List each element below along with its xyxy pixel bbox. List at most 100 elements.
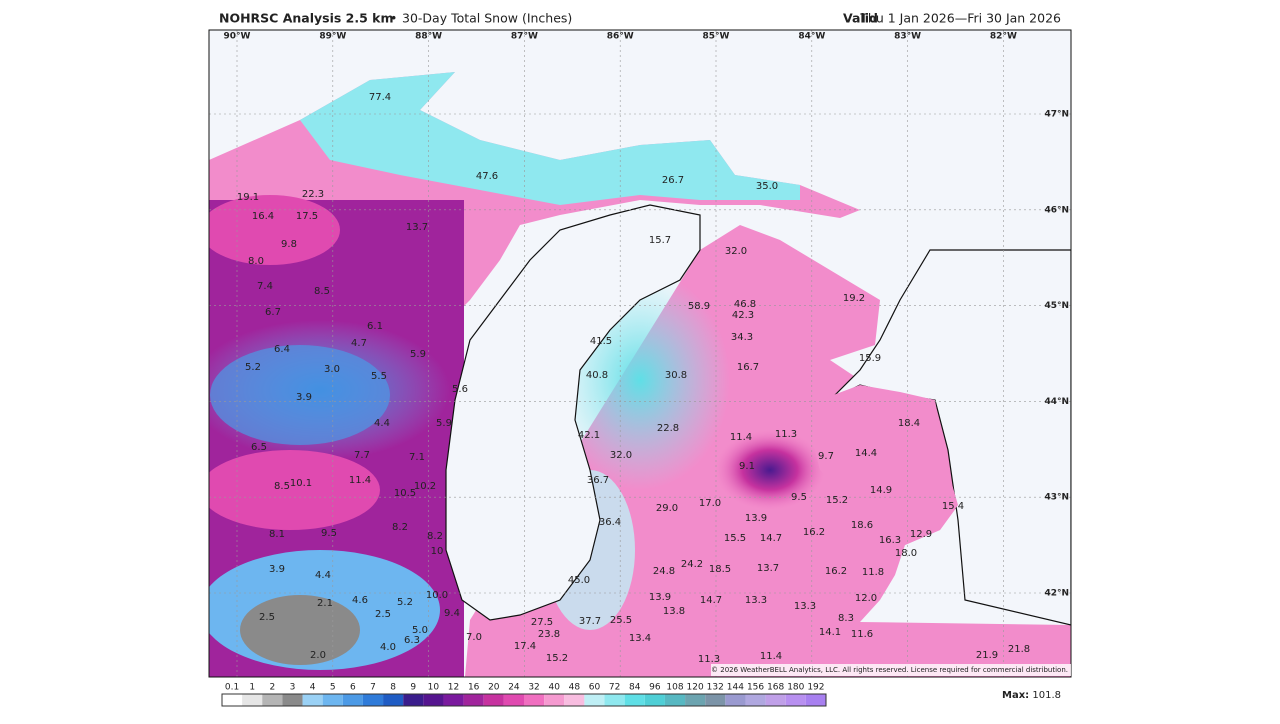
station-values: 77.4 47.6 26.7 35.0 19.1 22.3 16.4 17.5 13.7 15.7… [237, 92, 1030, 665]
valid-label: Valid [843, 11, 878, 26]
colorbar-frame [221, 693, 827, 707]
longitude-label: 83°W [894, 32, 921, 42]
station-value: 21.9 [976, 650, 998, 661]
station-value: 19.1 [237, 192, 259, 203]
colorbar-swatch [362, 694, 384, 706]
station-value: 18.5 [709, 564, 731, 575]
station-value: 8.2 [427, 531, 443, 542]
station-value: 18.4 [898, 418, 920, 429]
station-value: 8.2 [392, 522, 408, 533]
longitude-label: 88°W [415, 32, 442, 42]
station-value: 14.9 [870, 485, 892, 496]
station-value: 2.0 [310, 650, 326, 661]
station-value: 35.0 [756, 181, 778, 192]
station-value: 10.1 [290, 478, 312, 489]
station-value: 30.8 [665, 370, 687, 381]
station-value: 9.1 [739, 461, 755, 472]
colorbar-label: 192 [807, 683, 824, 693]
colorbar-label: 0.1 [225, 683, 239, 693]
colorbar-swatch [242, 694, 263, 706]
station-value: 36.7 [587, 475, 609, 486]
colorbar-label: 156 [747, 683, 764, 693]
station-value: 7.1 [409, 452, 425, 463]
station-value: 4.0 [380, 642, 396, 653]
station-value: 2.1 [317, 598, 333, 609]
latitude-label: 47°N [1044, 110, 1069, 120]
map: 90°W 89°W 88°W 87°W 86°W 85°W 84°W 83°W 82°W 47°N… [209, 30, 1071, 677]
station-value: 10 [431, 546, 444, 557]
colorbar-label: 144 [727, 683, 744, 693]
station-value: 11.3 [775, 429, 797, 440]
colorbar-swatch [725, 694, 746, 706]
station-value: 37.7 [579, 616, 601, 627]
station-value: 16.3 [879, 535, 901, 546]
colorbar-label: 60 [589, 683, 601, 693]
station-value: 14.1 [819, 627, 841, 638]
colorbar-label: 40 [548, 683, 560, 693]
lake-michigan [445, 204, 701, 621]
colorbar-swatch [644, 694, 665, 706]
station-value: 5.5 [371, 371, 387, 382]
station-value: 13.7 [406, 222, 428, 233]
thumb [810, 385, 958, 545]
station-value: 12.9 [910, 529, 932, 540]
longitude-label: 84°W [798, 32, 825, 42]
title: NOHRSC Analysis 2.5 km [219, 11, 394, 26]
colorbar-swatch [805, 694, 826, 706]
colorbar-swatch [544, 694, 565, 706]
colorbar-swatch [403, 694, 424, 706]
station-value: 17.0 [699, 498, 721, 509]
station-value: 27.5 [531, 617, 553, 628]
colorbar-label: 108 [666, 683, 683, 693]
station-value: 77.4 [369, 92, 391, 103]
pink-band [209, 450, 380, 530]
blue-core [210, 345, 390, 445]
station-value: 8.0 [248, 256, 264, 267]
station-value: 5.2 [245, 362, 261, 373]
colorbar-label: 10 [428, 683, 440, 693]
station-value: 19.2 [843, 293, 865, 304]
colorbar-swatch [262, 694, 283, 706]
colorbar-swatch [705, 694, 726, 706]
colorbar-swatch [463, 694, 484, 706]
station-value: 7.0 [466, 632, 482, 643]
station-value: 3.9 [269, 564, 285, 575]
colorbar-label: 180 [787, 683, 804, 693]
colorbar-label: 12 [448, 683, 459, 693]
colorbar-label: 24 [508, 683, 520, 693]
station-value: 34.3 [731, 332, 753, 343]
colorbar-label: 72 [609, 683, 620, 693]
station-value: 3.9 [296, 392, 312, 403]
station-value: 6.4 [274, 344, 290, 355]
gray-area [240, 595, 360, 665]
colorbar-swatch [664, 694, 686, 706]
station-value: 13.3 [794, 601, 816, 612]
latitude-label: 45°N [1044, 301, 1069, 311]
station-value: 4.6 [352, 595, 368, 606]
station-value: 9.7 [818, 451, 834, 462]
station-value: 14.7 [700, 595, 722, 606]
colorbar-label: 16 [468, 683, 480, 693]
colorbar-swatch [322, 694, 343, 706]
station-value: 4.7 [351, 338, 367, 349]
colorbar-swatch [483, 694, 504, 706]
subtitle: 30-Day Total Snow (Inches) [402, 11, 572, 26]
station-value: 15.4 [942, 501, 964, 512]
station-value: 6.1 [367, 321, 383, 332]
colorbar-swatch [604, 694, 625, 706]
purple-core [715, 430, 825, 510]
station-value: 8.5 [314, 286, 330, 297]
colorbar-label: 3 [290, 683, 296, 693]
station-value: 42.3 [732, 310, 754, 321]
station-value: 13.9 [745, 513, 767, 524]
colorbar-label: 120 [687, 683, 704, 693]
station-value: 10.0 [426, 590, 448, 601]
station-value: 13.8 [663, 606, 685, 617]
station-value: 14.4 [855, 448, 877, 459]
station-value: 3.0 [324, 364, 340, 375]
station-value: 8.1 [269, 529, 285, 540]
station-value: 10.2 [414, 481, 436, 492]
station-value: 5.6 [452, 384, 468, 395]
